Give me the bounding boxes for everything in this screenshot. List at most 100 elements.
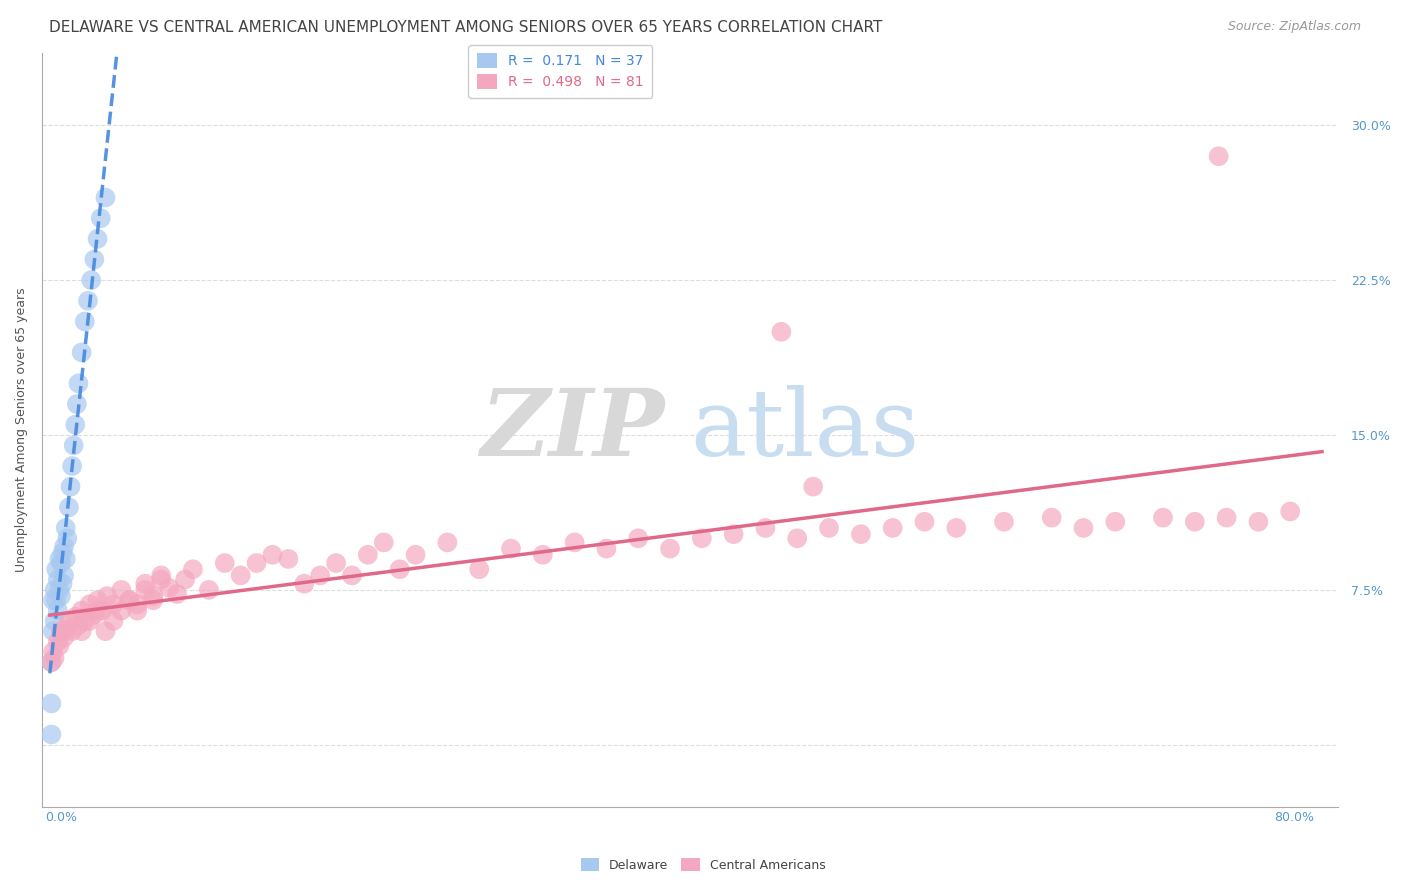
- Legend: Delaware, Central Americans: Delaware, Central Americans: [575, 853, 831, 877]
- Point: [41, 655, 63, 669]
- Point: [595, 541, 617, 556]
- Point: [198, 582, 221, 597]
- Point: [118, 593, 141, 607]
- Point: [59, 480, 82, 494]
- Point: [174, 573, 197, 587]
- Point: [96, 589, 118, 603]
- Text: 0.0%: 0.0%: [45, 811, 77, 824]
- Point: [914, 515, 936, 529]
- Point: [46, 603, 69, 617]
- Point: [41, 697, 63, 711]
- Point: [44, 614, 66, 628]
- Point: [41, 655, 63, 669]
- Point: [1073, 521, 1095, 535]
- Point: [42, 645, 65, 659]
- Point: [340, 568, 363, 582]
- Point: [46, 634, 69, 648]
- Point: [103, 598, 125, 612]
- Point: [357, 548, 380, 562]
- Point: [150, 573, 173, 587]
- Point: [690, 531, 713, 545]
- Point: [1104, 515, 1126, 529]
- Point: [882, 521, 904, 535]
- Point: [58, 500, 80, 515]
- Text: ZIP: ZIP: [479, 384, 664, 475]
- Point: [1208, 149, 1230, 163]
- Text: DELAWARE VS CENTRAL AMERICAN UNEMPLOYMENT AMONG SENIORS OVER 65 YEARS CORRELATIO: DELAWARE VS CENTRAL AMERICAN UNEMPLOYMEN…: [49, 20, 883, 35]
- Point: [55, 622, 77, 636]
- Point: [801, 480, 824, 494]
- Point: [86, 232, 108, 246]
- Point: [229, 568, 252, 582]
- Point: [66, 397, 89, 411]
- Point: [48, 552, 70, 566]
- Point: [770, 325, 793, 339]
- Point: [754, 521, 776, 535]
- Text: Source: ZipAtlas.com: Source: ZipAtlas.com: [1227, 20, 1361, 33]
- Point: [53, 540, 76, 554]
- Point: [79, 614, 101, 628]
- Point: [818, 521, 841, 535]
- Point: [53, 631, 76, 645]
- Point: [73, 614, 96, 628]
- Point: [53, 568, 76, 582]
- Point: [79, 598, 101, 612]
- Point: [1279, 504, 1302, 518]
- Point: [73, 314, 96, 328]
- Point: [94, 190, 117, 204]
- Point: [86, 603, 108, 617]
- Point: [1152, 510, 1174, 524]
- Legend: R =  0.171   N = 37, R =  0.498   N = 81: R = 0.171 N = 37, R = 0.498 N = 81: [468, 45, 652, 97]
- Point: [48, 582, 70, 597]
- Point: [245, 556, 267, 570]
- Point: [388, 562, 411, 576]
- Point: [94, 624, 117, 639]
- Point: [80, 273, 103, 287]
- Point: [65, 417, 87, 432]
- Point: [45, 593, 67, 607]
- Point: [1040, 510, 1063, 524]
- Point: [48, 639, 70, 653]
- Point: [110, 603, 132, 617]
- Point: [531, 548, 554, 562]
- Point: [77, 293, 100, 308]
- Point: [157, 581, 180, 595]
- Point: [166, 587, 188, 601]
- Point: [945, 521, 967, 535]
- Point: [42, 624, 65, 639]
- Point: [55, 552, 77, 566]
- Point: [83, 607, 105, 622]
- Point: [142, 589, 165, 603]
- Point: [1215, 510, 1237, 524]
- Point: [142, 593, 165, 607]
- Point: [405, 548, 427, 562]
- Point: [42, 593, 65, 607]
- Point: [49, 556, 72, 570]
- Point: [86, 593, 108, 607]
- Point: [60, 624, 83, 639]
- Point: [49, 624, 72, 639]
- Point: [436, 535, 458, 549]
- Point: [277, 552, 299, 566]
- Point: [723, 527, 745, 541]
- Point: [70, 624, 93, 639]
- Point: [993, 515, 1015, 529]
- Point: [62, 438, 84, 452]
- Point: [46, 573, 69, 587]
- Point: [110, 582, 132, 597]
- Point: [60, 458, 83, 473]
- Point: [51, 546, 73, 560]
- Point: [309, 568, 332, 582]
- Point: [292, 576, 315, 591]
- Point: [499, 541, 522, 556]
- Point: [468, 562, 491, 576]
- Point: [214, 556, 236, 570]
- Point: [1247, 515, 1270, 529]
- Point: [83, 252, 105, 267]
- Y-axis label: Unemployment Among Seniors over 65 years: Unemployment Among Seniors over 65 years: [15, 287, 28, 572]
- Point: [103, 614, 125, 628]
- Point: [786, 531, 808, 545]
- Point: [181, 562, 204, 576]
- Point: [56, 531, 79, 545]
- Point: [127, 598, 149, 612]
